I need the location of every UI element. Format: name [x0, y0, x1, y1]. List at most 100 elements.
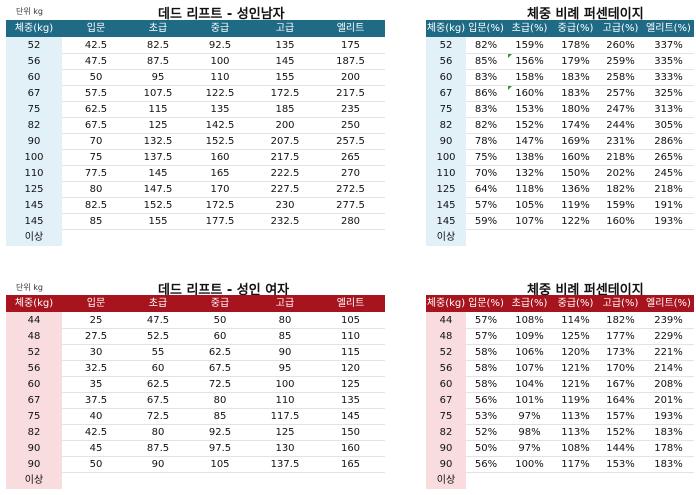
table-row: 67 86% 160% 183% 257% 325% — [426, 85, 694, 102]
table-row: 125 80 147.5 170 227.5 272.5 — [6, 181, 385, 198]
table-title: 체중 비례 퍼센테이지 — [527, 283, 644, 298]
table-footer: 이상 — [426, 473, 466, 489]
cell-advanced: 85 — [278, 331, 292, 342]
cell-elite: 250 — [340, 120, 361, 131]
cell-intermediate: 72.5 — [208, 379, 232, 390]
cell-elite: 335% — [654, 56, 683, 67]
cell-novice: 108% — [515, 315, 544, 326]
cell-advanced: 230 — [275, 200, 295, 211]
header-weight: 체중(kg) — [14, 23, 54, 34]
cell-weight: 90 — [6, 456, 62, 473]
table-row: 56 58% 107% 121% 170% 214% — [426, 360, 694, 377]
cell-elite: 229% — [654, 331, 683, 342]
cell-beginner: 70% — [474, 168, 498, 179]
cell-weight: 67 — [6, 85, 62, 102]
cell-beginner: 58% — [474, 347, 498, 358]
cell-intermediate: 183% — [561, 88, 590, 99]
header-advanced: 고급 — [275, 298, 295, 309]
header-novice: 초급 — [148, 298, 168, 309]
table-row: 145 57% 105% 119% 159% 191% — [426, 197, 694, 214]
cell-novice: 159% — [515, 40, 544, 51]
cell-beginner: 59% — [474, 216, 498, 227]
cell-weight: 145 — [426, 197, 466, 214]
cell-beginner: 42.5 — [84, 427, 108, 438]
cell-weight: 75 — [426, 101, 466, 118]
cell-intermediate: 67.5 — [208, 363, 232, 374]
cell-weight: 60 — [426, 69, 466, 86]
cell-intermediate: 142.5 — [205, 120, 235, 131]
cell-intermediate: 80 — [213, 395, 227, 406]
cell-elite: 217.5 — [336, 88, 365, 99]
cell-advanced: 222.5 — [270, 168, 300, 179]
cell-weight: 48 — [6, 328, 62, 345]
cell-elite: 193% — [654, 216, 683, 227]
table-row: 90 70 132.5 152.5 207.5 257.5 — [6, 133, 385, 150]
cell-novice: 67.5 — [146, 395, 170, 406]
cell-advanced: 80 — [278, 315, 292, 326]
cell-intermediate: 92.5 — [208, 40, 232, 51]
cell-novice: 109% — [515, 331, 544, 342]
cell-novice: 55 — [151, 347, 165, 358]
cell-advanced: 117.5 — [270, 411, 300, 422]
cell-advanced: 157% — [606, 411, 635, 422]
cell-elite: 175 — [340, 40, 361, 51]
cell-advanced: 144% — [606, 443, 635, 454]
header-weight: 체중(kg) — [14, 298, 54, 309]
cell-advanced: 218% — [606, 152, 635, 163]
cell-advanced: 217.5 — [270, 152, 300, 163]
table-row: 48 57% 109% 125% 177% 229% — [426, 328, 694, 345]
cell-elite: 265% — [654, 152, 683, 163]
cell-elite: 313% — [654, 104, 683, 115]
cell-novice: 106% — [515, 347, 544, 358]
cell-weight: 75 — [426, 408, 466, 425]
cell-intermediate: 165 — [210, 168, 230, 179]
cell-elite: 235 — [340, 104, 361, 115]
cell-beginner: 70 — [89, 136, 103, 147]
cell-advanced: 153% — [606, 459, 635, 470]
cell-weight: 44 — [6, 312, 62, 329]
cell-beginner: 47.5 — [84, 56, 108, 67]
cell-weight: 100 — [6, 149, 62, 166]
cell-novice: 97% — [518, 411, 541, 422]
cell-beginner: 42.5 — [84, 40, 108, 51]
men-percentage-table: 체중 비례 퍼센테이지 체중(kg) 입문(%) 초급(%) 중급(%) 고급(… — [426, 0, 696, 250]
cell-elite: 193% — [654, 411, 683, 422]
cell-novice: 105% — [515, 200, 544, 211]
cell-intermediate: 135 — [210, 104, 230, 115]
cell-weight: 52 — [6, 344, 62, 361]
table-header: 체중(kg) 입문(%) 초급(%) 중급(%) 고급(%) 엘리트(%) — [426, 295, 694, 312]
cell-advanced: 177% — [606, 331, 635, 342]
cell-elite: 160 — [340, 443, 361, 454]
cell-weight: 75 — [6, 101, 62, 118]
header-advanced: 고급(%) — [602, 23, 639, 34]
cell-weight: 145 — [426, 213, 466, 230]
cell-beginner: 50% — [474, 443, 498, 454]
cell-intermediate: 85 — [213, 411, 227, 422]
table-row: 60 50 95 110 155 200 — [6, 69, 385, 86]
table-header: 체중(kg) 입문 초급 중급 고급 엘리트 — [6, 295, 385, 312]
table-row: 48 27.5 52.5 60 85 110 — [6, 328, 385, 345]
table-row: 110 77.5 145 165 222.5 270 — [6, 165, 385, 182]
header-elite: 엘리트 — [336, 298, 365, 309]
cell-novice: 107.5 — [143, 88, 173, 99]
cell-beginner: 77.5 — [84, 168, 108, 179]
cell-advanced: 257% — [606, 88, 635, 99]
cell-elite: 125 — [340, 379, 361, 390]
cell-novice: 98% — [518, 427, 541, 438]
header-elite: 엘리트(%) — [646, 23, 691, 34]
cell-elite: 110 — [340, 331, 361, 342]
table-row: 67 57.5 107.5 122.5 172.5 217.5 — [6, 85, 385, 102]
unit-label: 단위 kg — [16, 7, 43, 16]
cell-beginner: 56% — [474, 395, 498, 406]
cell-advanced: 145 — [275, 56, 295, 67]
table-row: 145 82.5 152.5 172.5 230 277.5 — [6, 197, 385, 214]
cell-advanced: 159% — [606, 200, 635, 211]
cell-intermediate: 183% — [561, 72, 590, 83]
table-row: 90 56% 100% 117% 153% 183% — [426, 456, 694, 473]
table-row: 44 25 47.5 50 80 105 — [6, 312, 385, 329]
cell-novice: 155 — [148, 216, 168, 227]
cell-elite: 333% — [654, 72, 683, 83]
cell-intermediate: 60 — [213, 331, 227, 342]
table-body: 52 42.5 82.5 92.5 135 175 56 47.5 87.5 100 145 187.… — [6, 37, 385, 230]
cell-novice: 115 — [148, 104, 168, 115]
